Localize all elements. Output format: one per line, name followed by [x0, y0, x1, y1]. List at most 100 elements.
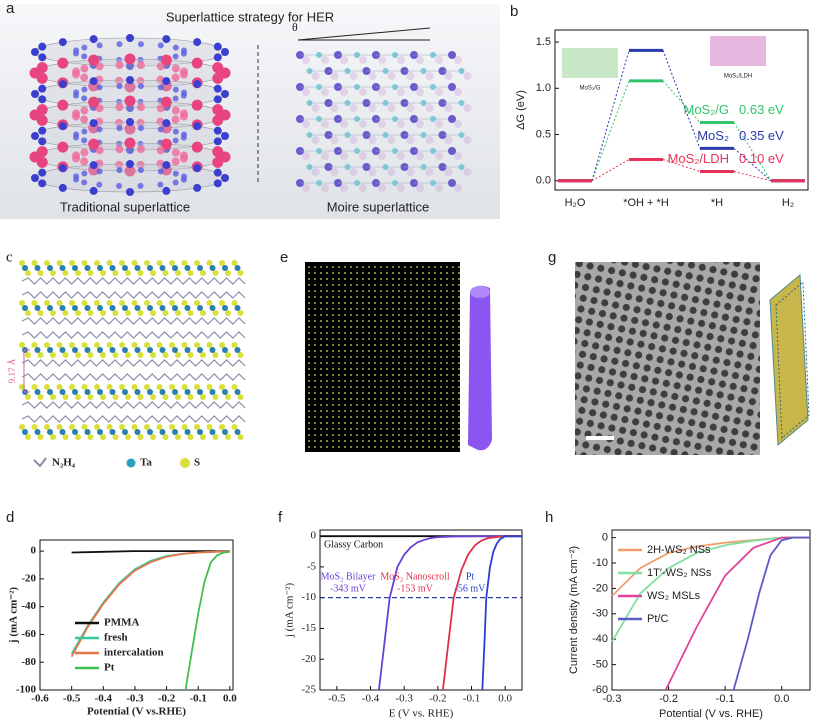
atom-faded [454, 120, 462, 128]
plot-frame [39, 539, 234, 691]
atom [160, 54, 172, 66]
sulfur [106, 300, 113, 306]
sulfur [94, 260, 100, 266]
sulfur [231, 424, 238, 430]
sulfur [56, 300, 63, 306]
atom [116, 83, 123, 90]
atom [31, 174, 39, 182]
sulfur [44, 260, 50, 266]
panel-label: h [545, 509, 553, 526]
sulfur [37, 352, 44, 358]
spacing-bracket [23, 349, 30, 393]
inset-label: MoS₂/G [580, 86, 601, 92]
caption: Moire superlattice [327, 199, 430, 214]
atom [89, 35, 98, 44]
series-line [70, 550, 230, 658]
sulfur [50, 394, 56, 400]
sulfur [75, 352, 81, 358]
atom [124, 123, 136, 135]
atom-faded [397, 152, 405, 160]
panel-label: c [6, 249, 13, 265]
atom [115, 61, 124, 70]
x-tick-label: -0.1 [189, 693, 206, 705]
tantalum [209, 265, 216, 271]
atom [88, 54, 100, 66]
sulfur [237, 394, 244, 400]
atom-faded [425, 104, 434, 112]
tantalum [22, 265, 28, 271]
x-tick-label: -0.2 [659, 693, 678, 705]
atom [31, 48, 39, 56]
sulfur [131, 342, 138, 348]
sulfur [50, 270, 56, 276]
y-tick-label: -25 [301, 684, 316, 696]
tantalum [222, 389, 228, 395]
sulfur [150, 310, 156, 316]
tantalum [109, 347, 116, 353]
tantalum [97, 305, 103, 311]
tem-lattice [305, 262, 460, 452]
sulfur [200, 434, 206, 440]
atom [115, 145, 124, 154]
y-tick-label: 0.5 [536, 128, 551, 140]
atom [213, 84, 222, 93]
tantalum [59, 305, 66, 311]
tantalum [47, 429, 53, 435]
sulfur [212, 434, 219, 440]
atom-faded [359, 56, 367, 64]
tantalum [222, 305, 228, 311]
atom-faded [435, 152, 443, 160]
tantalum [109, 389, 116, 395]
y-tick-label: 0 [311, 530, 317, 542]
atom [193, 122, 202, 131]
atom [212, 62, 224, 74]
value-label: 0.10 eV [739, 151, 784, 166]
inset-label: MoS₂/LDH [724, 74, 752, 80]
y-axis-title: Current density (mA cm⁻²) [568, 546, 580, 674]
legend-label: N₂H₄ [52, 457, 76, 469]
hydrazine-row [21, 373, 246, 381]
sulfur [119, 260, 125, 266]
tantalum [134, 429, 141, 435]
atom-faded [321, 120, 329, 128]
sulfur [112, 394, 119, 400]
sulfur [150, 434, 156, 440]
atom-faded [378, 152, 386, 160]
tantalum [234, 305, 241, 311]
tantalum [172, 429, 178, 435]
sulfur [119, 384, 125, 390]
atom [156, 146, 165, 155]
tantalum [34, 305, 41, 311]
sulfur [194, 342, 200, 348]
sulfur-icon [180, 458, 190, 468]
tantalum [72, 347, 78, 353]
atom-faded [454, 88, 462, 96]
tantalum [147, 389, 153, 395]
tantalum [209, 347, 216, 353]
sulfur [200, 394, 206, 400]
atom-faded [311, 168, 320, 176]
atom-faded [463, 104, 472, 112]
tantalum [184, 265, 191, 271]
atom-faded [359, 152, 367, 160]
tantalum [184, 389, 191, 395]
sulfur [75, 434, 81, 440]
sulfur [225, 310, 231, 316]
series-line [732, 536, 810, 691]
atom [89, 161, 98, 170]
sulfur [131, 424, 138, 430]
y-tick-label: 0 [31, 545, 37, 557]
atom [157, 168, 164, 175]
atom-faded [302, 56, 310, 64]
tantalum [122, 305, 128, 311]
sulfur [62, 352, 69, 358]
atom [73, 173, 80, 180]
tantalum [72, 389, 78, 395]
atom [458, 68, 465, 74]
atom-faded [330, 72, 339, 80]
tantalum [122, 429, 128, 435]
atom [213, 95, 222, 104]
hydrazine-row [21, 317, 246, 325]
panel-label: a [6, 0, 15, 17]
sulfur [31, 342, 38, 348]
